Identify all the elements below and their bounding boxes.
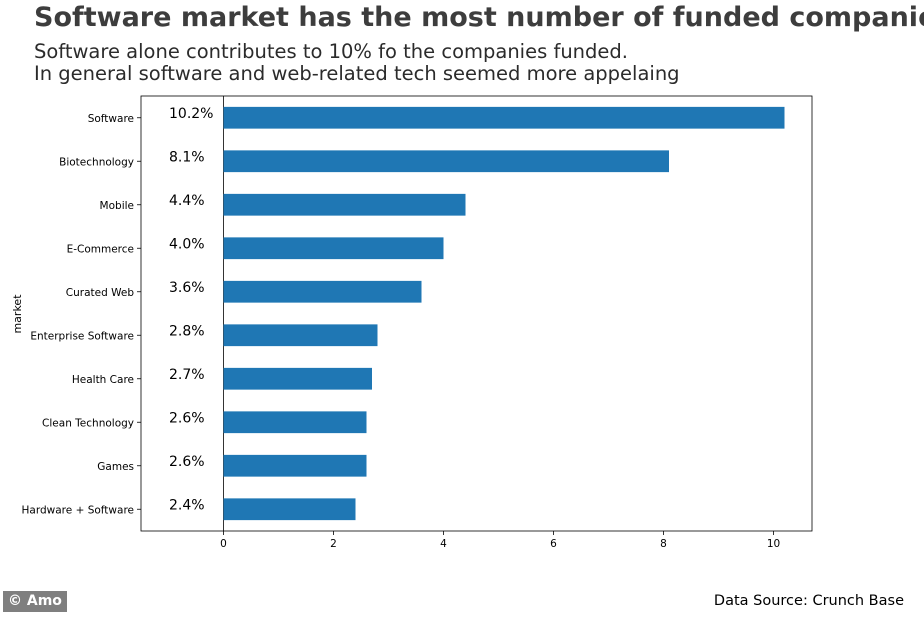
x-tick-label-3: 6 (550, 538, 557, 550)
x-tick-label-1: 2 (330, 538, 337, 550)
y-tick-label-2: Mobile (100, 200, 134, 212)
bar-7 (223, 411, 367, 434)
bar-9 (223, 498, 356, 521)
data-label-4: 3.6% (169, 280, 205, 296)
data-label-6: 2.7% (169, 367, 205, 383)
data-label-8: 2.6% (169, 454, 205, 470)
bar-5 (223, 324, 378, 347)
data-source-note: Data Source: Crunch Base (713, 593, 904, 609)
x-tick-label-4: 8 (660, 538, 667, 550)
data-label-1: 8.1% (169, 149, 205, 165)
bar-1 (223, 150, 669, 173)
data-label-3: 4.0% (169, 236, 205, 252)
y-axis-label: market (11, 294, 24, 334)
x-tick-label-0: 0 (220, 538, 227, 550)
data-label-0: 10.2% (169, 106, 213, 122)
x-tick-label-2: 4 (440, 538, 447, 550)
data-label-5: 2.8% (169, 323, 205, 339)
bar-4 (223, 280, 422, 303)
chart-title: Software market has the most number of f… (34, 2, 924, 33)
y-tick-label-6: Health Care (72, 374, 134, 386)
y-tick-label-1: Biotechnology (59, 156, 134, 168)
plot-frame (140, 95, 813, 532)
x-tick-label-5: 10 (767, 538, 780, 550)
data-label-7: 2.6% (169, 410, 205, 426)
bar-3 (223, 237, 444, 260)
y-tick-label-3: E-Commerce (67, 243, 134, 255)
data-label-9: 2.4% (169, 497, 205, 513)
chart-subtitle-line-1: Software alone contributes to 10% fo the… (34, 40, 628, 63)
y-tick-label-8: Games (97, 461, 134, 473)
bar-6 (223, 367, 372, 390)
bar-0 (223, 106, 785, 129)
y-tick-label-9: Hardware + Software (22, 504, 134, 516)
credit-badge: © Amo (3, 591, 67, 612)
data-label-2: 4.4% (169, 193, 205, 209)
bar-2 (223, 193, 466, 216)
y-tick-label-4: Curated Web (66, 287, 135, 299)
y-tick-label-5: Enterprise Software (30, 330, 134, 342)
y-tick-label-0: Software (88, 113, 134, 125)
bar-8 (223, 454, 367, 477)
chart-subtitle-line-2: In general software and web-related tech… (34, 62, 680, 85)
y-tick-label-7: Clean Technology (42, 417, 134, 429)
